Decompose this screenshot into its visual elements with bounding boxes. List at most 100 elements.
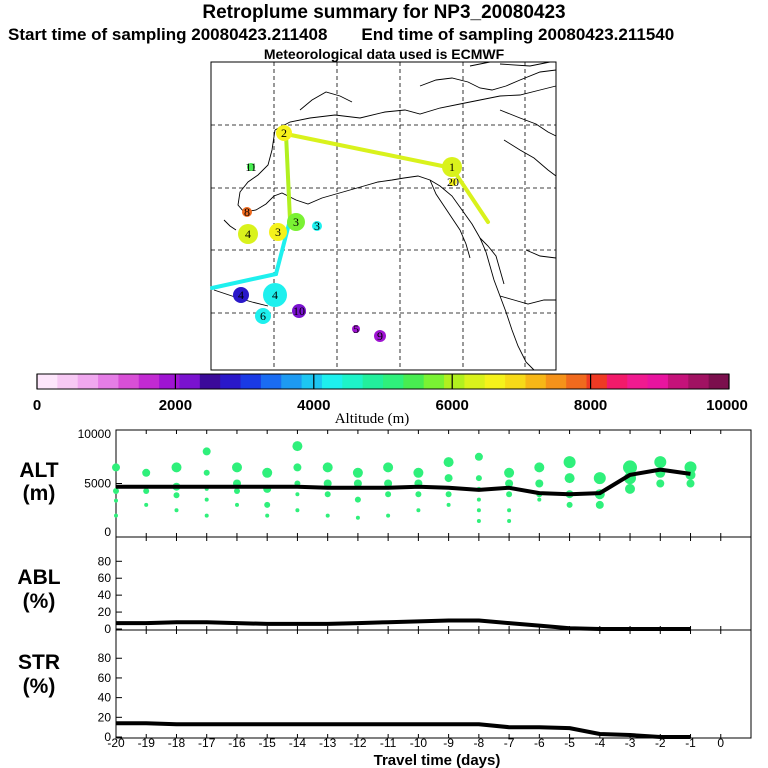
map-marker-label: 3 [275,225,281,239]
altitude-blob [476,519,481,523]
xtick-label: -1 [685,736,696,750]
altitude-blob [476,508,481,513]
altitude-blob [416,508,421,513]
xtick-label: -8 [474,736,485,750]
altitude-blob [654,456,667,469]
colorbar-cell [484,374,506,389]
colorbar-cell [647,374,669,389]
alt-ytick-label: 0 [104,525,111,539]
start-time-label: Start time of sampling 20080423.211408 [8,25,328,44]
map-coastlines [213,61,557,371]
xtick-label: -5 [564,736,575,750]
xtick-label: -17 [198,736,216,750]
map-marker-label: 10 [293,304,305,318]
altitude-blob [323,479,332,488]
colorbar-tick-label: 2000 [159,397,192,414]
altitude-blob [234,488,240,494]
str-ylabel-line1: STR [18,651,60,674]
altitude-blob [232,462,242,473]
map-marker-label: 20 [447,175,459,189]
xtick-label: -13 [319,736,337,750]
altitude-blob [144,502,149,507]
alt-ylabel-line1: ALT [19,459,58,482]
colorbar-cell [159,374,180,389]
colorbar-cell [566,374,588,389]
met-data-label: Meteorological data used is ECMWF [263,46,505,62]
altitude-blob [322,462,333,473]
map-marker-label: 6 [260,309,266,323]
alt-ytick-label: 5000 [84,477,111,491]
altitude-blob [446,502,451,507]
colorbar-cell [220,374,242,389]
altitude-blob [203,469,210,476]
colorbar-tick-labels: 0 2000 4000 6000 8000 10000 [33,374,748,414]
altitude-blob [535,479,544,488]
colorbar-cell [545,374,567,389]
x-axis-label: Travel time (days) [374,752,501,768]
colorbar-cell [383,374,404,389]
xtick-label: -7 [504,736,515,750]
colorbar-cell [301,374,323,389]
altitude-blob [352,467,363,478]
xtick-label: -10 [410,736,428,750]
altitude-blob [505,479,514,488]
abl-ytick-label: 0 [104,622,111,636]
panel-series-lines [116,467,691,739]
colorbar-cell [444,374,465,389]
colorbar-cell [627,374,649,389]
abl-series-line [116,618,691,631]
map-marker [247,163,255,171]
map-marker-label: 11 [245,160,257,174]
altitude-blob [114,513,118,518]
altitude-blob [625,483,635,494]
altitude-blob [295,492,300,497]
colorbar-cell [179,374,201,389]
altitude-blob [174,508,179,513]
colorbar-cell [525,374,547,389]
altitude-blob [353,479,362,488]
altitude-blob [656,479,665,488]
map-marker [442,157,462,177]
map-marker-label: 4 [245,227,251,241]
xtick-label: 0 [717,736,724,750]
colorbar-cell [586,374,608,389]
xtick-label: -12 [349,736,367,750]
str-ytick-label: 60 [98,671,112,685]
map-marker-label: 9 [377,329,383,343]
map-marker-label: 1 [449,160,455,174]
altitude-blob [292,441,303,452]
colorbar-cell [199,374,221,389]
colorbar-cell [423,374,445,389]
map-marker [449,178,457,186]
colorbar-tick-label: 4000 [297,397,330,414]
map-marker-label: 5 [353,322,359,336]
panels-frame [115,429,752,739]
map-marker [292,304,306,318]
xtick-label: -2 [655,736,666,750]
colorbar-cell [606,374,628,389]
altitude-blob [534,462,545,473]
colorbar-cell [98,374,119,389]
alt-ytick-label: 10000 [78,427,112,441]
altitude-blob [384,479,393,488]
map-marker [263,283,287,307]
map-marker [255,308,271,324]
abl-ytick-label: 80 [98,554,112,568]
xtick-label: -16 [228,736,246,750]
altitude-blob [595,500,604,509]
altitude-blob [383,462,394,473]
colorbar-cell [505,374,526,389]
colorbar-tick-label: 8000 [574,397,607,414]
altitude-blob [204,497,209,502]
alt-series-line [116,467,691,497]
altitude-blob [324,491,331,498]
altitude-blob [506,491,513,498]
xtick-label: -14 [289,736,307,750]
altitude-blob [295,508,300,513]
altitude-blob [566,501,573,508]
str-series-line [116,721,691,739]
colorbar-cell [708,374,730,389]
altitude-blob [686,479,695,488]
colorbar-cell [77,374,99,389]
